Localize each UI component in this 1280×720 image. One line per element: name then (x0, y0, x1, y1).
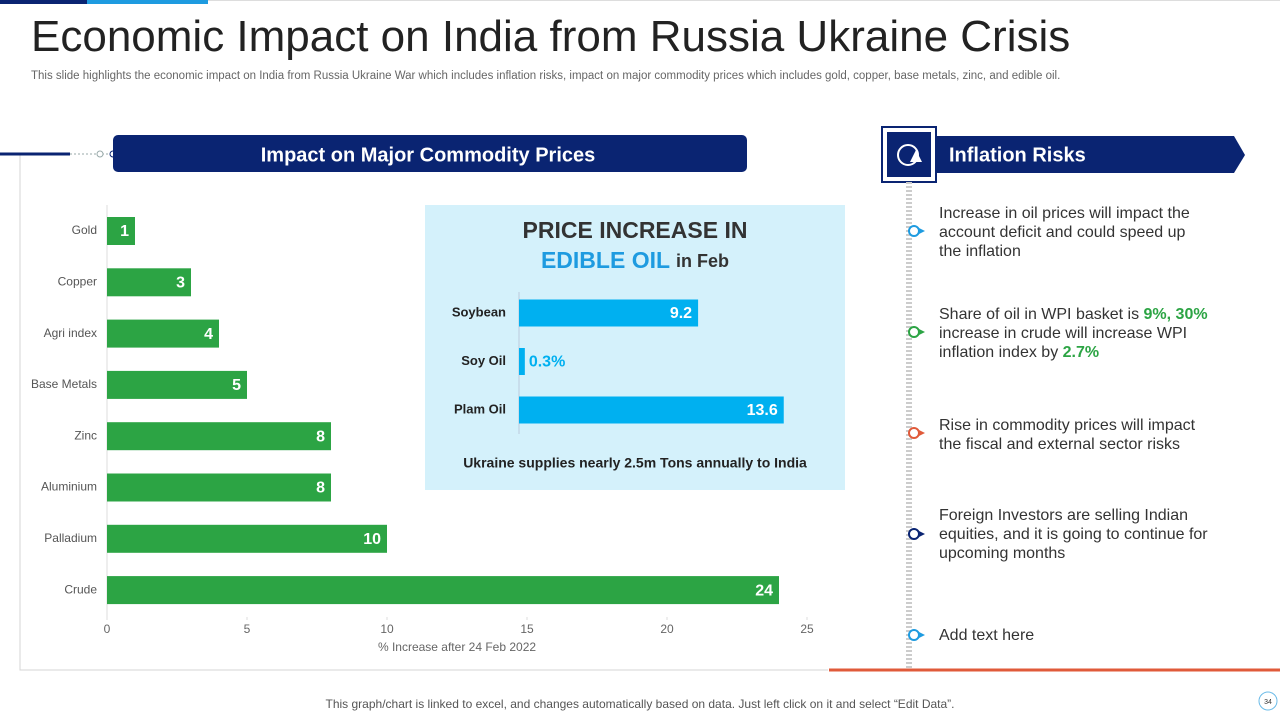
bar (519, 299, 699, 327)
panel-border (19, 155, 828, 671)
connector-dot (96, 150, 104, 158)
highlight: 9%, 30% (1143, 306, 1208, 323)
accent (87, 0, 208, 4)
marker (919, 632, 925, 638)
highlight: 2.7% (1062, 344, 1100, 361)
inset-title: PRICE INCREASE IN (523, 217, 748, 243)
text: Share of oil in WPI basket is (939, 306, 1144, 323)
value-label: 24 (755, 582, 773, 599)
text: Increase in oil prices will impact the a… (939, 205, 1190, 260)
icon-bg (887, 132, 931, 177)
banner (936, 136, 1245, 173)
y-tick-label: Palladium (44, 531, 97, 545)
text: Add text here (939, 627, 1035, 644)
bar (519, 396, 784, 424)
inset-annotation: Ukraine supplies nearly 2.5m Tons annual… (463, 455, 807, 471)
bar (107, 217, 135, 245)
marker (908, 528, 920, 540)
value-label: 9.2 (670, 305, 692, 322)
bar (107, 370, 247, 399)
bar (519, 348, 525, 375)
y-tick-label: Copper (58, 274, 97, 288)
marker (908, 427, 920, 439)
y-tick-label: Soy Oil (461, 353, 506, 368)
banner (113, 135, 747, 172)
marker (908, 326, 920, 338)
marker (908, 629, 920, 641)
inflation-item: Share of oil in WPI basket is 9%, 30% in… (939, 305, 1209, 362)
page-number: 34 (1264, 699, 1272, 706)
footer: This graph/chart is linked to excel, and… (325, 697, 955, 711)
x-tick-label: 5 (244, 622, 251, 636)
marker (908, 225, 920, 237)
marker (919, 430, 925, 436)
value-label: 5 (232, 377, 241, 394)
accent (208, 0, 1280, 1)
y-tick-label: Crude (64, 582, 97, 596)
value-label: 8 (316, 428, 325, 445)
bar (107, 524, 387, 553)
y-tick-label: Plam Oil (454, 401, 506, 416)
x-tick-label: 0 (104, 622, 111, 636)
y-tick-label: Zinc (74, 428, 97, 442)
y-tick-label: Gold (72, 223, 97, 237)
y-tick-label: Aluminium (41, 480, 97, 494)
accent (0, 0, 87, 4)
inset-subtitle-main: EDIBLE OIL (541, 247, 670, 273)
x-tick-label: 10 (380, 622, 394, 636)
inflation-item: Rise in commodity prices will impact the… (939, 416, 1209, 454)
subtitle: This slide highlights the economic impac… (31, 70, 1061, 82)
x-tick-label: 25 (800, 622, 814, 636)
value-label: 10 (363, 531, 381, 548)
text: Foreign Investors are selling Indian equ… (939, 507, 1208, 562)
text: Rise in commodity prices will impact the… (939, 417, 1196, 453)
inflation-item: Add text here (939, 626, 1209, 645)
value-label: 4 (204, 326, 213, 343)
marker (919, 329, 925, 335)
value-label: 0.3% (529, 354, 565, 371)
bar (107, 319, 219, 348)
marker (919, 228, 925, 234)
bar (107, 422, 331, 451)
x-tick-label: 15 (520, 622, 534, 636)
inset-subtitle-suffix: in Feb (676, 251, 729, 271)
title: Economic Impact on India from Russia Ukr… (31, 12, 1071, 61)
value-label: 8 (316, 480, 325, 497)
y-tick-label: Agri index (44, 326, 97, 340)
page-badge (1258, 691, 1278, 711)
text: increase in crude will increase WPI infl… (939, 325, 1188, 361)
inset-box (425, 205, 845, 490)
inset-subtitle: EDIBLE OIL in Feb (541, 247, 729, 273)
value-label: 13.6 (747, 402, 778, 419)
marker (919, 531, 925, 537)
x-tick-label: 20 (660, 622, 674, 636)
icon (910, 150, 922, 162)
bar (107, 576, 779, 605)
y-tick-label: Base Metals (31, 377, 97, 391)
y-tick-label: Soybean (452, 304, 506, 319)
x-axis-label: % Increase after 24 Feb 2022 (378, 640, 536, 654)
banner-title: Impact on Major Commodity Prices (261, 144, 596, 166)
value-label: 3 (176, 275, 185, 292)
inflation-item: Foreign Investors are selling Indian equ… (939, 506, 1209, 563)
inflation-title: Inflation Risks (949, 144, 1086, 166)
inflation-item: Increase in oil prices will impact the a… (939, 204, 1209, 261)
timeline-markers (908, 225, 925, 641)
bar (107, 473, 331, 502)
bar (107, 268, 191, 297)
value-label: 1 (120, 223, 129, 240)
